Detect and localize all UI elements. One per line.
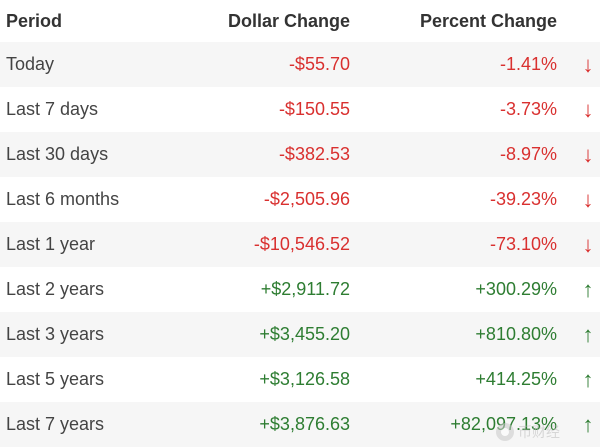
table-row: Last 7 days -$150.55 -3.73% ↓ <box>0 87 600 132</box>
percent-change-cell: +82,097.13% <box>450 414 557 434</box>
period-cell: Last 7 years <box>6 414 105 434</box>
table-row: Last 3 years +$3,455.20 +810.80% ↑ <box>0 312 600 357</box>
table-row: Last 5 years +$3,126.58 +414.25% ↑ <box>0 357 600 402</box>
percent-change-cell: -73.10% <box>489 234 557 254</box>
dollar-change-cell: +$3,455.20 <box>259 324 350 344</box>
table-row: Last 7 years +$3,876.63 +82,097.13% ↑ <box>0 402 600 447</box>
percent-change-cell: -3.73% <box>499 99 557 119</box>
percent-change-cell: -1.41% <box>499 54 557 74</box>
dollar-change-cell: +$3,876.63 <box>259 414 350 434</box>
arrow-down-icon: ↓ <box>582 51 594 77</box>
period-cell: Last 1 year <box>6 234 96 254</box>
arrow-down-icon: ↓ <box>582 231 594 257</box>
percent-change-cell: +414.25% <box>475 369 557 389</box>
table-row: Last 2 years +$2,911.72 +300.29% ↑ <box>0 267 600 312</box>
period-cell: Last 6 months <box>6 189 120 209</box>
dollar-change-cell: -$150.55 <box>278 99 350 119</box>
table-row: Last 1 year -$10,546.52 -73.10% ↓ <box>0 222 600 267</box>
percent-change-cell: -39.23% <box>489 189 557 209</box>
table-row: Last 30 days -$382.53 -8.97% ↓ <box>0 132 600 177</box>
arrow-down-icon: ↓ <box>582 141 594 167</box>
table-row: Today -$55.70 -1.41% ↓ <box>0 42 600 87</box>
header-percent-change: Percent Change <box>419 10 557 31</box>
arrow-up-icon: ↑ <box>582 276 594 302</box>
dollar-change-cell: -$2,505.96 <box>263 189 350 209</box>
period-cell: Last 3 years <box>6 324 105 344</box>
dollar-change-cell: -$382.53 <box>278 144 350 164</box>
arrow-down-icon: ↓ <box>582 186 594 212</box>
arrow-up-icon: ↑ <box>582 366 594 392</box>
dollar-change-cell: -$55.70 <box>288 54 350 74</box>
period-cell: Last 30 days <box>6 144 109 164</box>
period-cell: Today <box>6 54 55 74</box>
dollar-change-cell: -$10,546.52 <box>253 234 350 254</box>
percent-change-cell: +810.80% <box>475 324 557 344</box>
dollar-change-cell: +$2,911.72 <box>260 279 350 299</box>
table-row: Last 6 months -$2,505.96 -39.23% ↓ <box>0 177 600 222</box>
period-cell: Last 5 years <box>6 369 105 389</box>
arrow-up-icon: ↑ <box>582 321 594 347</box>
period-cell: Last 2 years <box>6 279 105 299</box>
header-dollar-change: Dollar Change <box>227 10 350 31</box>
arrow-up-icon: ↑ <box>582 411 594 437</box>
percent-change-cell: +300.29% <box>475 279 557 299</box>
percent-change-cell: -8.97% <box>499 144 557 164</box>
header-period: Period <box>6 10 63 31</box>
dollar-change-cell: +$3,126.58 <box>259 369 350 389</box>
arrow-down-icon: ↓ <box>582 96 594 122</box>
period-cell: Last 7 days <box>6 99 99 119</box>
table-header: Period Dollar Change Percent Change <box>0 0 600 42</box>
